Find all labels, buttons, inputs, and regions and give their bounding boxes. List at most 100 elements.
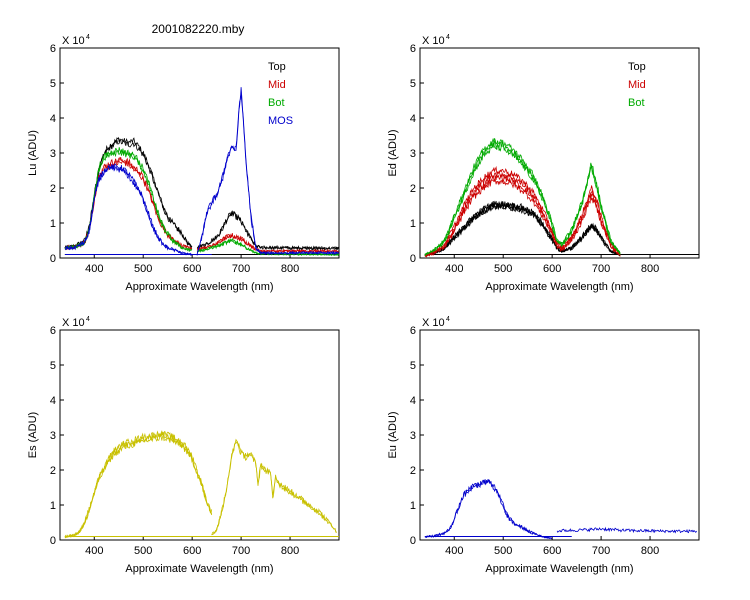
x-tick-label: 800 bbox=[281, 545, 299, 557]
series-line bbox=[424, 143, 621, 257]
plot-frame bbox=[419, 47, 700, 259]
series-line bbox=[424, 169, 621, 256]
series-line bbox=[196, 87, 339, 255]
y-tick-label: 2 bbox=[410, 465, 416, 477]
y-tick-label: 1 bbox=[50, 500, 56, 512]
x-tick-label: 600 bbox=[183, 263, 201, 275]
x-tick-label: 800 bbox=[641, 263, 659, 275]
series-line bbox=[64, 163, 193, 256]
figure-title: 2001082220.mby bbox=[152, 22, 245, 36]
plot-frame bbox=[59, 329, 340, 541]
x-tick-label: 700 bbox=[592, 545, 610, 557]
y-tick-label: 0 bbox=[50, 253, 56, 265]
plot-frame bbox=[419, 329, 700, 541]
x-tick-label: 400 bbox=[445, 545, 463, 557]
x-axis-label: Approximate Wavelength (nm) bbox=[485, 563, 633, 575]
y-multiplier-exponent: 4 bbox=[86, 34, 90, 41]
series-line bbox=[197, 238, 339, 257]
plot-frame bbox=[59, 47, 340, 259]
y-tick-label: 1 bbox=[410, 218, 416, 230]
y-multiplier-label: X 10 bbox=[422, 35, 445, 47]
x-tick-label: 400 bbox=[85, 545, 103, 557]
x-tick-label: 500 bbox=[494, 545, 512, 557]
y-tick-label: 2 bbox=[50, 183, 56, 195]
series-line bbox=[64, 156, 193, 251]
legend: Top Mid Bot bbox=[628, 61, 646, 109]
series-line bbox=[424, 479, 552, 540]
x-tick-label: 700 bbox=[592, 263, 610, 275]
x-axis-label: Approximate Wavelength (nm) bbox=[125, 563, 273, 575]
y-multiplier-label: X 10 bbox=[62, 317, 85, 329]
legend-entry: Bot bbox=[628, 97, 645, 109]
series-line bbox=[424, 202, 621, 257]
series-mid bbox=[424, 165, 621, 258]
y-tick-label: 2 bbox=[410, 183, 416, 195]
series-line bbox=[196, 210, 339, 251]
legend: Top Mid Bot MOS bbox=[268, 61, 293, 127]
x-tick-label: 500 bbox=[494, 263, 512, 275]
y-axis-label: Ed (ADU) bbox=[387, 129, 399, 176]
series-group bbox=[64, 430, 339, 539]
legend-entry: MOS bbox=[268, 115, 293, 127]
series-line bbox=[64, 431, 213, 538]
series-mos bbox=[64, 87, 339, 256]
x-axis-label: Approximate Wavelength (nm) bbox=[125, 281, 273, 293]
series-bot bbox=[424, 138, 621, 257]
series-group bbox=[64, 87, 339, 257]
y-tick-label: 3 bbox=[50, 148, 56, 160]
series-line bbox=[64, 430, 213, 539]
y-tick-label: 6 bbox=[410, 325, 416, 337]
y-tick-label: 0 bbox=[410, 535, 416, 547]
series-line bbox=[424, 479, 553, 540]
legend-entry: Top bbox=[268, 61, 286, 73]
y-tick-label: 3 bbox=[410, 148, 416, 160]
y-tick-label: 6 bbox=[410, 43, 416, 55]
x-tick-label: 800 bbox=[641, 545, 659, 557]
series-line bbox=[64, 434, 213, 539]
y-tick-label: 4 bbox=[410, 113, 416, 125]
y-tick-label: 3 bbox=[410, 430, 416, 442]
y-tick-label: 4 bbox=[50, 395, 56, 407]
y-tick-label: 6 bbox=[50, 43, 56, 55]
y-tick-label: 5 bbox=[50, 78, 56, 90]
series-line bbox=[424, 178, 621, 258]
y-multiplier-exponent: 4 bbox=[86, 316, 90, 323]
x-tick-label: 400 bbox=[85, 263, 103, 275]
legend-entry: Mid bbox=[268, 79, 286, 91]
y-tick-label: 5 bbox=[50, 360, 56, 372]
y-tick-label: 5 bbox=[410, 360, 416, 372]
legend-entry: Mid bbox=[628, 79, 646, 91]
y-tick-label: 5 bbox=[410, 78, 416, 90]
series-line bbox=[196, 94, 339, 256]
y-multiplier-exponent: 4 bbox=[446, 34, 450, 41]
series-top bbox=[424, 200, 699, 257]
y-tick-label: 0 bbox=[50, 535, 56, 547]
x-axis-label: Approximate Wavelength (nm) bbox=[485, 281, 633, 293]
series-group bbox=[424, 138, 699, 258]
x-tick-label: 600 bbox=[183, 545, 201, 557]
y-axis-label: Es (ADU) bbox=[27, 412, 39, 458]
legend-entry: Bot bbox=[268, 97, 285, 109]
x-tick-label: 400 bbox=[445, 263, 463, 275]
series-group bbox=[424, 479, 697, 540]
x-tick-label: 500 bbox=[134, 263, 152, 275]
x-tick-label: 600 bbox=[543, 545, 561, 557]
y-tick-label: 6 bbox=[50, 325, 56, 337]
y-multiplier-exponent: 4 bbox=[446, 316, 450, 323]
series-line bbox=[211, 441, 337, 536]
x-tick-label: 600 bbox=[543, 263, 561, 275]
y-tick-label: 3 bbox=[50, 430, 56, 442]
x-tick-label: 500 bbox=[134, 545, 152, 557]
y-axis-label: Eu (ADU) bbox=[387, 411, 399, 458]
series-line-0 bbox=[424, 479, 697, 540]
y-tick-label: 0 bbox=[410, 253, 416, 265]
y-multiplier-label: X 10 bbox=[422, 317, 445, 329]
y-tick-label: 4 bbox=[50, 113, 56, 125]
x-tick-label: 700 bbox=[232, 263, 250, 275]
y-axis-label: Lu (ADU) bbox=[27, 130, 39, 176]
